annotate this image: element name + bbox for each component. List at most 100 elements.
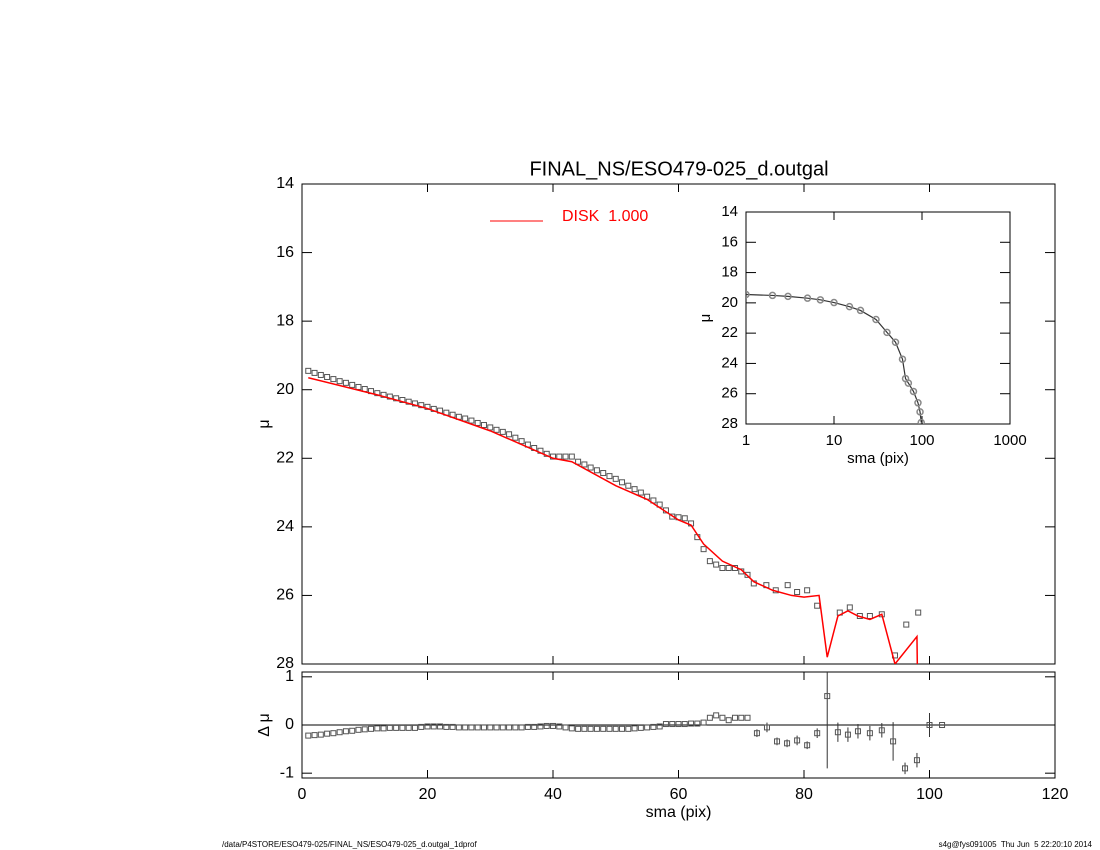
- data-point: [915, 609, 922, 616]
- data-point: [746, 290, 750, 299]
- data-point: [834, 729, 841, 736]
- data-point: [644, 724, 651, 731]
- y-tick-label: 24: [276, 518, 294, 535]
- data-point: [694, 720, 701, 727]
- data-point: [662, 721, 669, 728]
- x-tick-label: 20: [419, 786, 437, 803]
- data-point: [462, 415, 469, 422]
- data-point: [794, 589, 801, 595]
- footer-path: /data/P4STORE/ESO479-025/FINAL_NS/ESO479…: [222, 840, 477, 849]
- data-point: [637, 724, 644, 731]
- data-point: [926, 722, 933, 728]
- y-tick-label: 26: [721, 385, 738, 402]
- data-point: [512, 434, 519, 441]
- y-tick-label: 16: [276, 244, 294, 261]
- data-point: [449, 723, 456, 730]
- data-point: [518, 438, 525, 445]
- data-point: [883, 328, 891, 337]
- data-point: [917, 418, 925, 424]
- data-point: [480, 724, 487, 731]
- data-point: [430, 723, 437, 730]
- data-point: [784, 582, 791, 589]
- plot-frame: [745, 211, 1011, 425]
- data-point: [386, 724, 393, 731]
- data-point: [512, 724, 519, 731]
- y-tick-label: 22: [721, 324, 738, 341]
- data-point: [493, 724, 500, 731]
- x-tick-label: 0: [298, 786, 307, 803]
- data-point: [468, 417, 475, 424]
- data-point: [393, 724, 400, 731]
- data-point: [784, 740, 791, 747]
- data-point: [731, 714, 738, 721]
- data-point: [631, 486, 638, 493]
- data-point: [844, 731, 851, 738]
- data-point: [506, 431, 513, 438]
- data-point: [386, 393, 393, 400]
- data-point: [506, 724, 513, 731]
- data-point: [898, 355, 907, 363]
- data-point: [524, 723, 531, 730]
- y-axis-label: μ: [256, 419, 273, 428]
- plot-area: [305, 367, 922, 664]
- data-point: [575, 725, 582, 732]
- data-point: [688, 720, 695, 727]
- data-point: [706, 558, 713, 565]
- y-axis-label: μ: [697, 314, 714, 323]
- data-point: [474, 419, 481, 426]
- y-tick-label: 14: [276, 175, 294, 192]
- data-point: [361, 726, 368, 733]
- data-point: [324, 730, 331, 737]
- series-line: [308, 376, 919, 664]
- y-tick-label: 20: [721, 294, 738, 311]
- data-point: [342, 379, 349, 386]
- data-point: [499, 724, 506, 731]
- data-point: [349, 727, 356, 734]
- data-point: [744, 714, 751, 721]
- data-point: [909, 387, 918, 396]
- y-tick-label: 14: [721, 203, 738, 220]
- data-point: [455, 724, 462, 731]
- data-point: [725, 565, 732, 571]
- data-point: [380, 725, 387, 732]
- data-point: [493, 426, 500, 433]
- data-point: [744, 571, 751, 578]
- data-point: [619, 725, 626, 732]
- data-point: [738, 714, 745, 721]
- data-point: [824, 693, 831, 700]
- data-point: [619, 479, 626, 486]
- data-point: [305, 732, 312, 739]
- y-tick-label: 0: [285, 716, 294, 733]
- data-point: [568, 725, 575, 732]
- data-point: [854, 728, 861, 735]
- data-point: [468, 724, 475, 731]
- data-point: [487, 424, 494, 431]
- data-point: [543, 722, 550, 729]
- data-point: [700, 719, 707, 726]
- data-point: [587, 725, 594, 732]
- data-point: [518, 724, 525, 731]
- data-point: [568, 453, 575, 460]
- data-point: [600, 470, 607, 477]
- chart-title: FINAL_NS/ESO479-025_d.outgal: [529, 158, 828, 180]
- data-point: [575, 458, 582, 465]
- data-point: [405, 724, 412, 731]
- data-point: [330, 376, 337, 383]
- data-point: [713, 712, 720, 719]
- data-point: [393, 395, 400, 402]
- data-point: [424, 723, 431, 730]
- data-point: [650, 723, 657, 730]
- data-point: [355, 726, 362, 733]
- data-point: [763, 724, 770, 731]
- data-point: [902, 765, 909, 772]
- data-point: [587, 464, 594, 471]
- data-point: [600, 725, 607, 732]
- data-point: [804, 587, 811, 594]
- footer-stamp: s4g@fys091005 Thu Jun 5 22:20:10 2014: [939, 840, 1093, 849]
- x-tick-label: 60: [670, 786, 688, 803]
- data-point: [342, 728, 349, 735]
- data-point: [606, 473, 613, 480]
- data-point: [462, 724, 469, 731]
- data-point: [311, 369, 318, 376]
